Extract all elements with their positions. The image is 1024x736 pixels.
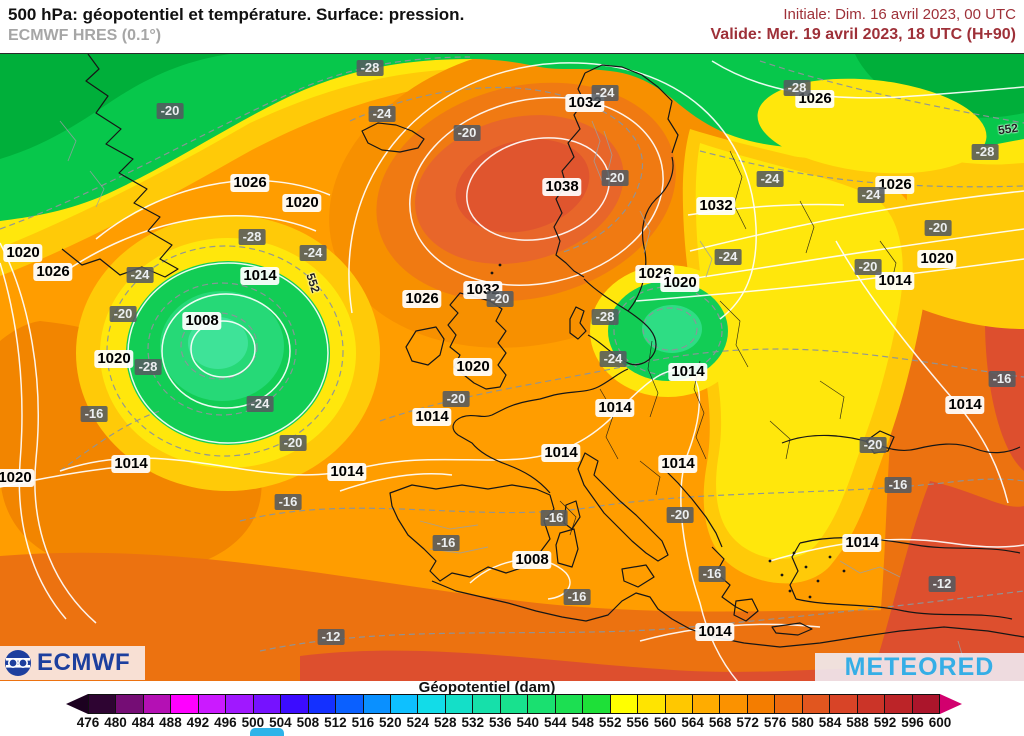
legend-tick: 532 <box>461 715 485 730</box>
legend-tick: 568 <box>708 715 732 730</box>
legend-color-segment <box>885 695 913 713</box>
legend-color-segment <box>445 695 474 713</box>
legend-tick: 496 <box>214 715 237 730</box>
legend-tick: 488 <box>159 715 182 730</box>
meteored-logo-text: METEORED <box>844 652 995 681</box>
legend-color-segment <box>857 695 886 713</box>
legend-tick: 592 <box>873 715 897 730</box>
legend-color-segment <box>500 695 529 713</box>
legend-tick: 584 <box>818 715 842 730</box>
legend-tick: 484 <box>131 715 155 730</box>
legend-tick: 536 <box>488 715 512 730</box>
legend-color-segment <box>720 695 748 713</box>
map-header: 500 hPa: géopotentiel et température. Su… <box>0 0 1024 53</box>
legend-tick: 564 <box>681 715 704 730</box>
legend-tick: 508 <box>296 715 320 730</box>
legend-color-segment <box>89 695 117 713</box>
legend-color-segment <box>473 695 501 713</box>
legend-tick: 540 <box>516 715 539 730</box>
legend-color-segment <box>583 695 611 713</box>
legend-color-segment <box>418 695 446 713</box>
legend-tick: 556 <box>626 715 649 730</box>
legend-color-segment <box>281 695 309 713</box>
legend-tick: 528 <box>434 715 457 730</box>
legend-colorbar-segments <box>88 694 940 714</box>
ecmwf-logo-text: ECMWF <box>37 649 131 676</box>
legend-color-segment <box>830 695 858 713</box>
legend-tick: 552 <box>598 715 622 730</box>
legend-tick: 580 <box>791 715 814 730</box>
legend-tick: 560 <box>653 715 677 730</box>
legend-color-segment <box>528 695 556 713</box>
legend-colorbar <box>66 694 962 714</box>
legend-tick: 572 <box>736 715 759 730</box>
legend-color-segment <box>253 695 282 713</box>
legend-tick: 476 <box>76 715 100 730</box>
legend-color-segment <box>143 695 172 713</box>
legend-tick: 520 <box>379 715 402 730</box>
legend-color-segment <box>692 695 721 713</box>
legend-color-segment <box>116 695 144 713</box>
legend-color-segment <box>555 695 584 713</box>
legend-tick-labels: 476 480 484 488 492 496 500 504 508 512 516 520 524 5… <box>77 715 952 731</box>
legend-color-segment <box>665 695 693 713</box>
legend-color-segment <box>912 695 940 713</box>
legend-color-segment <box>308 695 337 713</box>
legend-tick: 524 <box>406 715 430 730</box>
legend-color-segment <box>336 695 364 713</box>
legend-left-arrow <box>66 694 88 714</box>
model-subtitle: ECMWF HRES (0.1°) <box>8 27 162 44</box>
valid-datetime: Valide: Mer. 19 avril 2023, 18 UTC (H+90… <box>710 26 1017 43</box>
weather-map: 1020 1026 1026 1020 1014 1008 1020 1014 1020 1014… <box>0 53 1024 682</box>
meteored-logo: METEORED <box>815 653 1024 681</box>
legend-color-segment <box>802 695 831 713</box>
legend-tick: 548 <box>571 715 594 730</box>
ecmwf-logo-icon <box>5 650 31 676</box>
legend-tick: 588 <box>846 715 869 730</box>
legend-color-segment <box>226 695 254 713</box>
legend-tick: 544 <box>543 715 567 730</box>
init-datetime: Initiale: Dim. 16 avril 2023, 00 UTC <box>783 6 1016 23</box>
legend-footer: Géopotentiel (dam) 476 480 484 488 492 496 500… <box>0 679 1024 736</box>
legend-color-segment <box>747 695 776 713</box>
legend-tick: 596 <box>901 715 924 730</box>
legend-color-segment <box>390 695 419 713</box>
legend-tick: 500 <box>241 715 265 730</box>
legend-color-segment <box>610 695 639 713</box>
legend-tick: 600 <box>928 715 952 730</box>
legend-color-segment <box>775 695 803 713</box>
weather-map-graphic <box>0 54 1024 682</box>
legend-color-segment <box>198 695 227 713</box>
legend-right-arrow <box>940 694 962 714</box>
legend-color-segment <box>363 695 391 713</box>
legend-tick: 504 <box>269 715 292 730</box>
legend-tick: 480 <box>104 715 127 730</box>
legend-color-segment <box>171 695 199 713</box>
legend-tick: 516 <box>351 715 375 730</box>
legend-tick: 512 <box>324 715 347 730</box>
ecmwf-logo: ECMWF <box>0 646 145 680</box>
page-title: 500 hPa: géopotentiel et température. Su… <box>8 5 465 24</box>
legend-tick: 576 <box>763 715 787 730</box>
legend-color-segment <box>638 695 666 713</box>
legend-title: Géopotentiel (dam) <box>418 679 556 696</box>
legend-next-row-stub <box>250 728 284 736</box>
legend-tick: 492 <box>186 715 210 730</box>
